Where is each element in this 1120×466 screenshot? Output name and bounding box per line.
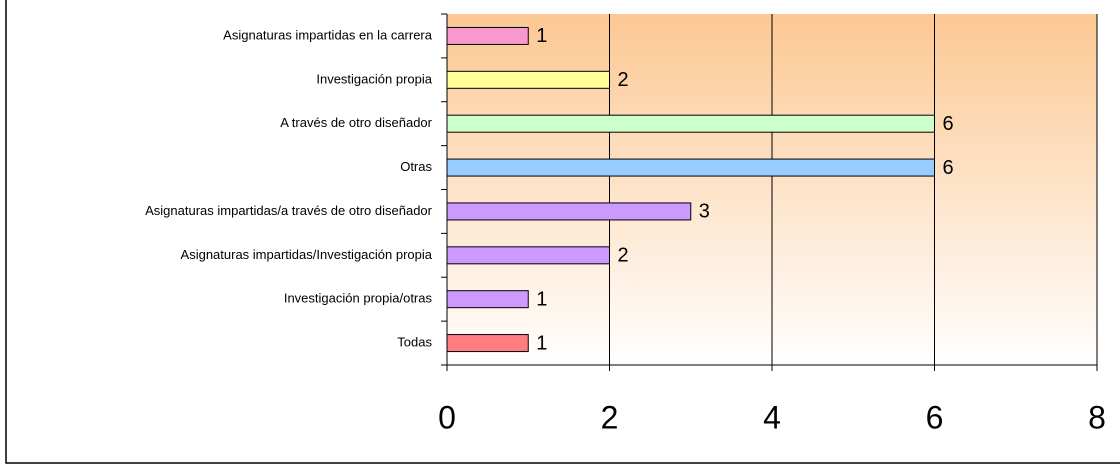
x-tick-label: 0 (438, 399, 456, 435)
y-tick-label: Todas (397, 335, 432, 350)
data-label: 2 (618, 69, 629, 91)
bar (446, 202, 692, 221)
y-tick-label: Investigación propia (316, 71, 432, 86)
y-tick-label: Investigación propia/otras (284, 291, 433, 306)
x-tick-label: 6 (926, 399, 944, 435)
bar (446, 158, 935, 177)
bar (446, 334, 529, 353)
y-tick-label: Asignaturas impartidas en la carrera (223, 27, 433, 42)
bar (446, 290, 529, 309)
data-label: 6 (943, 113, 954, 135)
y-tick-label: Asignaturas impartidas/a través de otro … (145, 203, 433, 218)
bar (446, 114, 935, 133)
data-label: 1 (536, 25, 547, 47)
y-tick-label: A través de otro diseñador (280, 115, 432, 130)
bar (446, 70, 610, 89)
x-tick-label: 4 (763, 399, 781, 435)
x-tick-label: 8 (1088, 399, 1106, 435)
x-tick-label: 2 (601, 399, 619, 435)
chart-frame (5, 0, 1120, 464)
bar (446, 26, 529, 45)
data-label: 2 (618, 245, 629, 267)
data-label: 1 (536, 288, 547, 310)
data-label: 6 (943, 157, 954, 179)
y-tick-label: Asignaturas impartidas/Investigación pro… (181, 247, 433, 262)
y-tick-label: Otras (400, 159, 432, 174)
bar (446, 246, 610, 265)
data-label: 3 (699, 201, 710, 223)
data-label: 1 (536, 332, 547, 354)
